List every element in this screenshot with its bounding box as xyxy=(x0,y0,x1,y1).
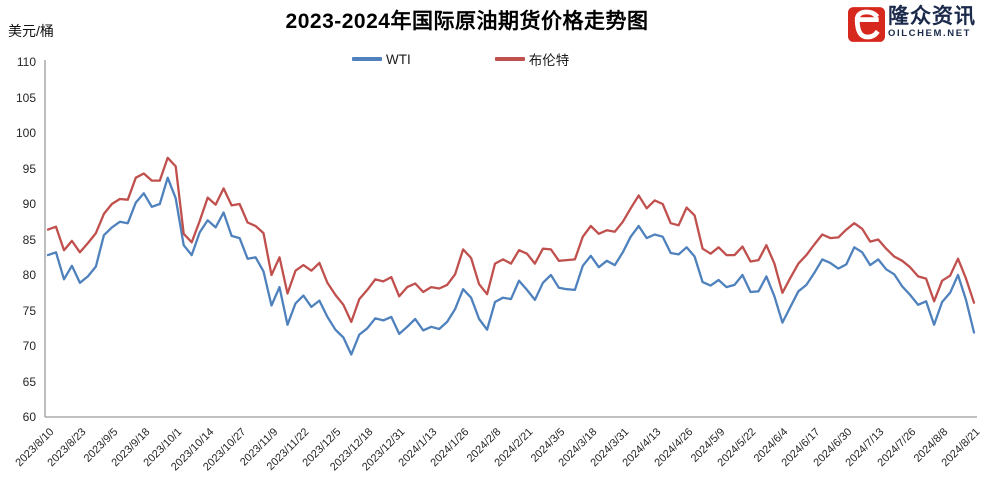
legend-item-wti: WTI xyxy=(352,52,411,67)
y-tick-label: 60 xyxy=(22,410,36,424)
y-tick-label: 110 xyxy=(16,55,36,69)
y-tick-label: 100 xyxy=(15,126,36,140)
y-tick-label: 105 xyxy=(15,90,36,105)
y-tick-label: 75 xyxy=(22,303,36,318)
y-tick-label: 85 xyxy=(22,232,36,247)
legend-item-brent: 布伦特 xyxy=(494,49,570,69)
oilchem-logo-icon xyxy=(848,7,885,42)
legend-label-brent: 布伦特 xyxy=(528,53,570,68)
y-tick-label: 70 xyxy=(22,339,36,353)
oilchem-website: OILCHEM.NET xyxy=(888,28,972,39)
y-tick-label: 80 xyxy=(22,268,36,282)
chart-title: 2023-2024年国际原油期货价格走势图 xyxy=(285,10,649,33)
brent-line-swatch xyxy=(494,57,525,61)
y-tick-label: 90 xyxy=(22,197,36,211)
oilchem-logo: 隆众资讯 OILCHEM.NET xyxy=(848,6,976,43)
series-line-布伦特 xyxy=(46,156,976,324)
y-axis-unit-label: 美元/桶 xyxy=(8,23,54,39)
chart-legend: WTI 布伦特 xyxy=(352,49,569,69)
wti-line-swatch xyxy=(352,57,382,61)
series-line-WTI xyxy=(46,176,976,356)
legend-label-wti: WTI xyxy=(386,51,411,67)
oilchem-logo-text: 隆众资讯 OILCHEM.NET xyxy=(888,6,976,39)
y-tick-label: 95 xyxy=(22,161,36,176)
oilchem-brand-name: 隆众资讯 xyxy=(888,5,976,28)
y-tick-label: 65 xyxy=(22,374,36,389)
